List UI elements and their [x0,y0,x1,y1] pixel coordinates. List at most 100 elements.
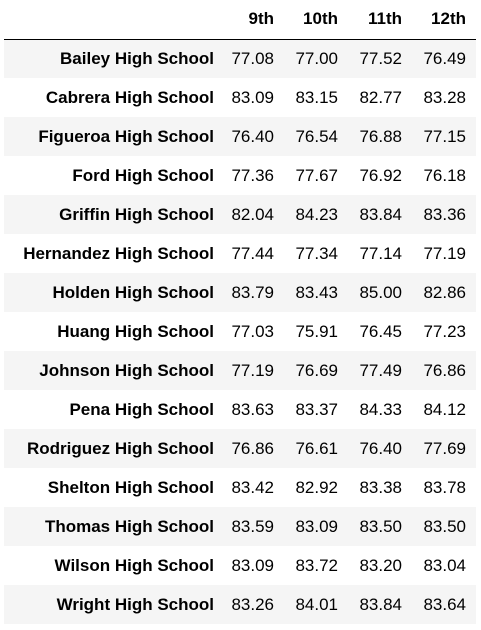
table-row: Johnson High School 77.19 76.69 77.49 76.86 [4,351,476,390]
cell-score-10th: 83.43 [295,282,338,302]
cell-score-10th: 83.37 [295,399,338,419]
column-header-12th: 12th [412,0,476,40]
cell-score-12th: 83.28 [423,87,466,107]
table-row: Holden High School 83.79 83.43 85.00 82.86 [4,273,476,312]
cell-score-9th: 83.42 [231,477,274,497]
cell-score-11th: 83.38 [359,477,402,497]
table-row: Griffin High School 82.04 84.23 83.84 83.36 [4,195,476,234]
cell-score-9th: 76.40 [231,126,274,146]
cell-score-12th: 83.36 [423,204,466,224]
cell-score-9th: 77.03 [231,321,274,341]
cell-score-12th: 83.78 [423,477,466,497]
cell-score-11th: 76.45 [359,321,402,341]
table-header: 9th 10th 11th 12th [4,0,476,40]
cell-score-12th: 77.15 [423,126,466,146]
cell-score-12th: 76.86 [423,360,466,380]
cell-score-9th: 76.86 [231,438,274,458]
table-body: Bailey High School 77.08 77.00 77.52 76.49 Ca… [4,39,476,624]
cell-score-9th: 83.09 [231,87,274,107]
table-row: Huang High School 77.03 75.91 76.45 77.23 [4,312,476,351]
cell-score-11th: 77.14 [359,243,402,263]
row-label-school: Shelton High School [47,477,214,497]
table-row: Rodriguez High School 76.86 76.61 76.40 77.6… [4,429,476,468]
cell-score-12th: 83.64 [423,594,466,614]
cell-score-10th: 77.34 [295,243,338,263]
cell-score-10th: 84.01 [295,594,338,614]
table-row: Thomas High School 83.59 83.09 83.50 83.50 [4,507,476,546]
table-row: Hernandez High School 77.44 77.34 77.14 77.1… [4,234,476,273]
cell-score-9th: 83.63 [231,399,274,419]
table-row: Wright High School 83.26 84.01 83.84 83.64 [4,585,476,624]
scores-by-grade-table: 9th 10th 11th 12th Bailey High School 77.… [4,0,476,624]
cell-score-12th: 82.86 [423,282,466,302]
cell-score-10th: 76.54 [295,126,338,146]
cell-score-11th: 82.77 [359,87,402,107]
column-header-11th: 11th [348,0,412,40]
cell-score-12th: 76.49 [423,48,466,68]
row-label-school: Cabrera High School [45,87,214,107]
cell-score-11th: 77.49 [359,360,402,380]
cell-score-11th: 83.50 [359,516,402,536]
cell-score-11th: 77.52 [359,48,402,68]
cell-score-11th: 85.00 [359,282,402,302]
cell-score-9th: 77.44 [231,243,274,263]
table-row: Shelton High School 83.42 82.92 83.38 83.78 [4,468,476,507]
row-label-school: Johnson High School [39,360,214,380]
cell-score-11th: 84.33 [359,399,402,419]
cell-score-9th: 77.36 [231,165,274,185]
dataframe-output: 9th 10th 11th 12th Bailey High School 77.… [4,0,476,624]
table-row: Pena High School 83.63 83.37 84.33 84.12 [4,390,476,429]
cell-score-9th: 82.04 [231,204,274,224]
cell-score-11th: 83.84 [359,204,402,224]
cell-score-12th: 83.50 [423,516,466,536]
cell-score-10th: 83.72 [295,555,338,575]
cell-score-10th: 83.09 [295,516,338,536]
cell-score-12th: 83.04 [423,555,466,575]
row-label-school: Figueroa High School [38,126,214,146]
index-header [4,0,220,40]
cell-score-9th: 83.59 [231,516,274,536]
row-label-school: Pena High School [69,399,214,419]
cell-score-10th: 75.91 [295,321,338,341]
table-row: Ford High School 77.36 77.67 76.92 76.18 [4,156,476,195]
cell-score-12th: 77.19 [423,243,466,263]
table-row: Wilson High School 83.09 83.72 83.20 83.04 [4,546,476,585]
cell-score-11th: 76.92 [359,165,402,185]
cell-score-11th: 83.84 [359,594,402,614]
cell-score-10th: 84.23 [295,204,338,224]
cell-score-12th: 84.12 [423,399,466,419]
cell-score-10th: 83.15 [295,87,338,107]
row-label-school: Hernandez High School [23,243,214,263]
cell-score-9th: 83.26 [231,594,274,614]
cell-score-12th: 76.18 [423,165,466,185]
table-row: Bailey High School 77.08 77.00 77.52 76.49 [4,39,476,78]
column-header-9th: 9th [220,0,284,40]
row-label-school: Bailey High School [60,48,214,68]
cell-score-11th: 76.88 [359,126,402,146]
cell-score-10th: 77.00 [295,48,338,68]
cell-score-12th: 77.23 [423,321,466,341]
cell-score-10th: 77.67 [295,165,338,185]
cell-score-10th: 82.92 [295,477,338,497]
row-label-school: Griffin High School [59,204,214,224]
row-label-school: Rodriguez High School [27,438,214,458]
row-label-school: Ford High School [72,165,214,185]
table-row: Cabrera High School 83.09 83.15 82.77 83.28 [4,78,476,117]
column-header-10th: 10th [284,0,348,40]
cell-score-10th: 76.69 [295,360,338,380]
cell-score-11th: 83.20 [359,555,402,575]
cell-score-9th: 77.19 [231,360,274,380]
header-row: 9th 10th 11th 12th [4,0,476,40]
cell-score-9th: 83.79 [231,282,274,302]
row-label-school: Thomas High School [44,516,214,536]
row-label-school: Wilson High School [54,555,214,575]
row-label-school: Huang High School [57,321,214,341]
table-row: Figueroa High School 76.40 76.54 76.88 77.15 [4,117,476,156]
cell-score-9th: 77.08 [231,48,274,68]
cell-score-10th: 76.61 [295,438,338,458]
row-label-school: Holden High School [52,282,215,302]
cell-score-9th: 83.09 [231,555,274,575]
cell-score-11th: 76.40 [359,438,402,458]
cell-score-12th: 77.69 [423,438,466,458]
row-label-school: Wright High School [56,594,214,614]
